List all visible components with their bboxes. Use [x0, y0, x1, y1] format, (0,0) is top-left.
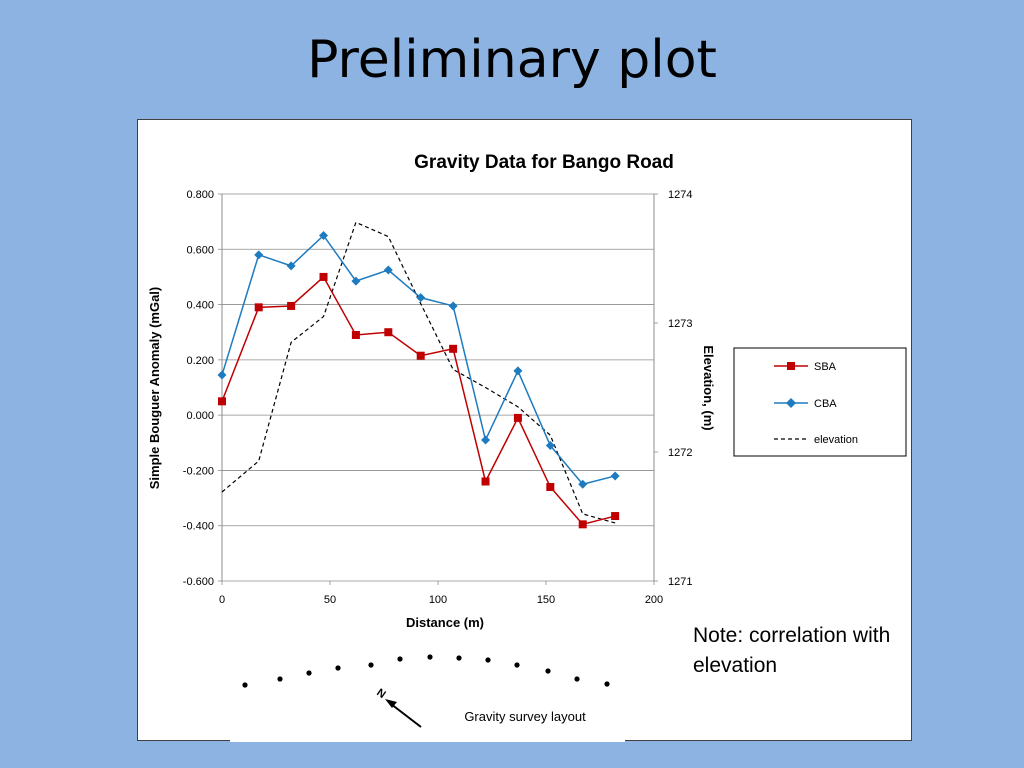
y-tick-label: -0.200: [183, 465, 214, 477]
slide-title: Preliminary plot: [307, 30, 717, 90]
data-point-cba: [383, 265, 393, 275]
legend-box: [733, 347, 907, 457]
series-layer: [217, 221, 620, 529]
data-point-sba: [546, 483, 555, 492]
y-tick-label: -0.600: [183, 576, 214, 588]
data-point-sba: [254, 303, 263, 312]
y-tick-label: 0.400: [186, 300, 214, 312]
y2-tick-label: 1271: [668, 576, 692, 588]
data-point-cba: [610, 471, 620, 481]
survey-station: [427, 654, 433, 660]
data-point-cba: [448, 301, 458, 311]
data-point-cba: [254, 250, 264, 260]
data-point-sba: [218, 397, 226, 406]
series-line-elevation: [221, 221, 616, 524]
survey-station: [335, 665, 341, 671]
chart-title: Gravity Data for Bango Road: [414, 152, 674, 173]
data-point-sba: [481, 477, 490, 486]
y-tick-label: 0.600: [186, 244, 214, 256]
data-point-sba: [449, 344, 458, 353]
x-axis-label: Distance (m): [406, 615, 484, 630]
ticks-layer: 0.800 0.600 0.400 0.200 0.000 -0.200 -0.400 -0.…: [183, 189, 693, 606]
axes-layer: [218, 193, 658, 585]
survey-station: [242, 682, 248, 688]
data-point-cba: [578, 479, 588, 489]
survey-station: [277, 676, 283, 682]
survey-station: [574, 676, 580, 682]
survey-layout-caption: Gravity survey layout: [464, 709, 586, 724]
legend-label-sba: SBA: [814, 361, 837, 373]
series-line-sba: [221, 275, 616, 526]
x-tick-label: 200: [645, 594, 663, 606]
data-point-sba: [416, 351, 425, 360]
legend-item-sba: SBA: [774, 361, 837, 373]
x-tick-label: 50: [324, 594, 336, 606]
data-point-sba: [384, 328, 393, 337]
data-point-cba: [545, 441, 555, 451]
north-arrow-icon: N: [374, 687, 422, 728]
data-point-sba: [319, 272, 328, 281]
data-point-cba: [217, 370, 227, 380]
y2-tick-label: 1274: [668, 189, 692, 201]
survey-station: [514, 662, 520, 668]
survey-stations: [242, 654, 610, 688]
data-point-sba: [611, 512, 620, 521]
north-label: N: [374, 687, 387, 701]
x-tick-label: 0: [219, 594, 225, 606]
x-tick-label: 150: [537, 594, 555, 606]
data-point-sba: [351, 330, 360, 339]
survey-station: [456, 655, 462, 661]
survey-station: [485, 657, 491, 663]
y2-tick-label: 1272: [668, 447, 692, 459]
survey-station: [306, 670, 312, 676]
y-tick-label: 0.200: [186, 355, 214, 367]
survey-station: [604, 681, 610, 687]
note-text: Note: correlation with elevation: [693, 624, 891, 677]
y2-axis-label: Elevation, (m): [701, 345, 716, 430]
data-point-cba: [416, 293, 426, 303]
data-point-sba: [578, 520, 587, 529]
data-point-cba: [513, 366, 523, 376]
legend: SBA CBA elevation: [733, 347, 907, 457]
survey-layout-sketch: N Gravity survey layout: [242, 654, 610, 728]
y2-tick-label: 1273: [668, 318, 692, 330]
data-point-cba: [286, 261, 296, 271]
legend-label-cba: CBA: [814, 398, 837, 410]
legend-item-elevation: elevation: [774, 434, 858, 446]
data-point-sba: [513, 413, 522, 422]
legend-label-elevation: elevation: [814, 434, 858, 446]
data-point-cba: [319, 230, 329, 240]
x-tick-label: 100: [429, 594, 447, 606]
y-tick-label: -0.400: [183, 521, 214, 533]
y-tick-label: 0.800: [186, 189, 214, 201]
y-tick-label: 0.000: [186, 410, 214, 422]
legend-item-cba: CBA: [774, 398, 837, 410]
survey-station: [545, 668, 551, 674]
survey-layout-panel: N Gravity survey layout: [230, 630, 625, 742]
data-point-cba: [351, 276, 361, 286]
survey-station: [368, 662, 374, 668]
survey-station: [397, 656, 403, 662]
grid-layer: [222, 193, 654, 582]
data-point-sba: [287, 301, 296, 310]
y-axis-label: Simple Bouguer Anomaly (mGal): [147, 287, 162, 490]
data-point-cba: [481, 435, 491, 445]
